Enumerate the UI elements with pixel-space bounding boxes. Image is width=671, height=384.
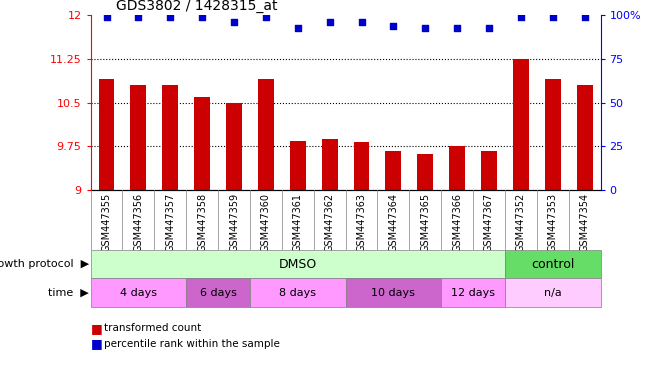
Point	[133, 14, 144, 20]
Bar	[321, 139, 338, 190]
Bar	[346, 278, 441, 307]
Text: time  ▶: time ▶	[48, 288, 89, 298]
Bar	[505, 278, 601, 307]
Text: 10 days: 10 days	[372, 288, 415, 298]
Bar	[545, 79, 561, 190]
Point	[579, 14, 590, 20]
Text: percentile rank within the sample: percentile rank within the sample	[104, 339, 280, 349]
Point	[452, 25, 462, 31]
Bar	[194, 97, 210, 190]
Text: GSM447355: GSM447355	[101, 193, 111, 252]
Point	[165, 14, 176, 20]
Text: DMSO: DMSO	[278, 258, 317, 270]
Bar	[258, 79, 274, 190]
Text: 12 days: 12 days	[451, 288, 495, 298]
Bar	[481, 151, 497, 190]
Text: GSM447359: GSM447359	[229, 193, 239, 252]
Text: GSM447358: GSM447358	[197, 193, 207, 252]
Bar	[354, 142, 370, 190]
Text: GSM447352: GSM447352	[516, 193, 526, 252]
Bar	[250, 278, 346, 307]
Bar	[505, 250, 601, 278]
Text: GSM447361: GSM447361	[293, 193, 303, 252]
Text: GSM447353: GSM447353	[548, 193, 558, 252]
Text: GSM447362: GSM447362	[325, 193, 335, 252]
Point	[356, 19, 367, 25]
Bar	[449, 146, 465, 190]
Bar	[99, 79, 115, 190]
Point	[420, 25, 431, 31]
Text: GSM447364: GSM447364	[389, 193, 399, 252]
Bar	[162, 85, 178, 190]
Bar	[417, 154, 433, 190]
Text: GSM447365: GSM447365	[420, 193, 430, 252]
Point	[260, 14, 271, 20]
Text: GSM447360: GSM447360	[261, 193, 271, 252]
Text: 4 days: 4 days	[120, 288, 157, 298]
Bar	[91, 278, 186, 307]
Text: ■: ■	[91, 322, 103, 335]
Text: GSM447366: GSM447366	[452, 193, 462, 252]
Point	[515, 14, 526, 20]
Text: n/a: n/a	[544, 288, 562, 298]
Bar	[442, 278, 505, 307]
Text: control: control	[531, 258, 574, 270]
Text: transformed count: transformed count	[104, 323, 201, 333]
Point	[548, 14, 558, 20]
Bar	[130, 85, 146, 190]
Point	[388, 23, 399, 29]
Point	[197, 14, 207, 20]
Text: GDS3802 / 1428315_at: GDS3802 / 1428315_at	[116, 0, 278, 13]
Text: 6 days: 6 days	[200, 288, 236, 298]
Bar	[513, 59, 529, 190]
Text: ■: ■	[91, 337, 103, 350]
Bar	[186, 278, 250, 307]
Point	[101, 14, 112, 20]
Point	[293, 25, 303, 31]
Text: GSM447367: GSM447367	[484, 193, 494, 252]
Text: GSM447363: GSM447363	[356, 193, 366, 252]
Point	[324, 19, 335, 25]
Point	[229, 19, 240, 25]
Bar	[226, 103, 242, 190]
Bar	[290, 141, 306, 190]
Text: 8 days: 8 days	[279, 288, 316, 298]
Bar	[91, 250, 505, 278]
Bar	[385, 151, 401, 190]
Bar	[576, 85, 592, 190]
Text: GSM447354: GSM447354	[580, 193, 590, 252]
Point	[484, 25, 495, 31]
Text: growth protocol  ▶: growth protocol ▶	[0, 259, 89, 269]
Text: GSM447357: GSM447357	[165, 193, 175, 252]
Text: GSM447356: GSM447356	[134, 193, 144, 252]
